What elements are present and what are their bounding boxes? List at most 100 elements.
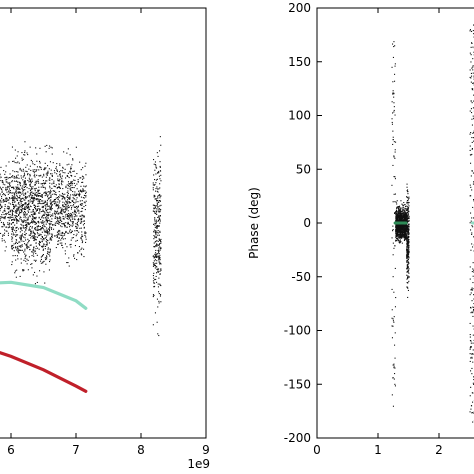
scatter-point <box>38 229 40 231</box>
scatter-point <box>53 180 55 182</box>
scatter-point <box>2 223 4 225</box>
scatter-point <box>392 43 394 45</box>
scatter-point <box>9 190 11 192</box>
scatter-point <box>64 198 66 200</box>
scatter-point <box>394 63 396 65</box>
scatter-point <box>11 195 13 197</box>
scatter-point <box>54 212 56 214</box>
scatter-point <box>153 260 155 262</box>
scatter-point <box>398 212 400 214</box>
scatter-point <box>53 185 55 187</box>
scatter-point <box>67 190 69 192</box>
scatter-point <box>44 182 46 184</box>
scatter-point <box>158 225 160 227</box>
scatter-point <box>71 225 73 227</box>
scatter-point <box>154 279 156 281</box>
scatter-point <box>19 188 21 190</box>
scatter-point <box>27 179 29 181</box>
scatter-point <box>408 217 410 219</box>
scatter-point <box>84 209 86 211</box>
scatter-point <box>396 206 398 208</box>
scatter-point <box>76 215 78 217</box>
scatter-point <box>157 232 159 234</box>
scatter-point <box>33 236 35 238</box>
scatter-point <box>82 214 84 216</box>
scatter-point <box>399 236 401 238</box>
scatter-point <box>46 172 48 174</box>
scatter-point <box>64 233 66 235</box>
scatter-point <box>408 236 410 238</box>
scatter-point <box>45 206 47 208</box>
scatter-point <box>30 232 32 234</box>
scatter-point <box>391 309 393 311</box>
scatter-point <box>405 216 407 218</box>
scatter-point <box>19 183 21 185</box>
scatter-point <box>74 230 76 232</box>
scatter-point <box>80 196 82 198</box>
scatter-point <box>32 230 34 232</box>
scatter-point <box>31 255 33 257</box>
scatter-point <box>24 199 26 201</box>
scatter-point <box>472 342 474 344</box>
scatter-point <box>23 227 25 229</box>
scatter-point <box>471 232 473 234</box>
scatter-point <box>13 186 15 188</box>
scatter-point <box>48 197 50 199</box>
scatter-point <box>12 221 14 223</box>
scatter-point <box>29 173 31 175</box>
scatter-point <box>59 187 61 189</box>
scatter-point <box>158 300 160 302</box>
scatter-point <box>27 219 29 221</box>
scatter-point <box>12 200 14 202</box>
scatter-point <box>24 181 26 183</box>
scatter-point <box>391 123 393 125</box>
scatter-point <box>156 256 158 258</box>
scatter-point <box>159 231 161 233</box>
scatter-point <box>408 276 410 278</box>
scatter-point <box>15 190 17 192</box>
scatter-point <box>73 187 75 189</box>
scatter-point <box>399 214 401 216</box>
scatter-point <box>25 233 27 235</box>
scatter-point <box>21 205 23 207</box>
scatter-point <box>40 260 42 262</box>
scatter-point <box>51 153 53 155</box>
scatter-point <box>54 202 56 204</box>
scatter-point <box>58 217 60 219</box>
scatter-point <box>0 201 2 203</box>
scatter-point <box>19 206 21 208</box>
scatter-point <box>33 218 35 220</box>
scatter-point <box>13 160 15 162</box>
scatter-point <box>20 246 22 248</box>
scatter-point <box>24 231 26 233</box>
scatter-point <box>159 210 161 212</box>
scatter-point <box>21 230 23 232</box>
scatter-point <box>21 210 23 212</box>
scatter-point <box>15 212 17 214</box>
scatter-point <box>400 230 402 232</box>
scatter-point <box>403 218 405 220</box>
scatter-point <box>397 229 399 231</box>
scatter-point <box>392 130 394 132</box>
scatter-point <box>396 229 398 231</box>
scatter-point <box>81 191 83 193</box>
scatter-point <box>47 220 49 222</box>
scatter-point <box>30 197 32 199</box>
scatter-point <box>24 215 26 217</box>
scatter-point <box>391 121 393 123</box>
scatter-point <box>34 164 36 166</box>
scatter-point <box>83 227 85 229</box>
scatter-point <box>48 223 50 225</box>
scatter-point <box>395 201 397 203</box>
scatter-point <box>396 238 398 240</box>
scatter-point <box>408 239 410 241</box>
scatter-point <box>159 187 161 189</box>
scatter-point <box>395 230 397 232</box>
scatter-point <box>398 228 400 230</box>
scatter-point <box>43 239 45 241</box>
scatter-point <box>153 238 155 240</box>
scatter-point <box>406 271 408 273</box>
scatter-point <box>22 192 24 194</box>
scatter-point <box>5 213 7 215</box>
scatter-point <box>51 221 53 223</box>
